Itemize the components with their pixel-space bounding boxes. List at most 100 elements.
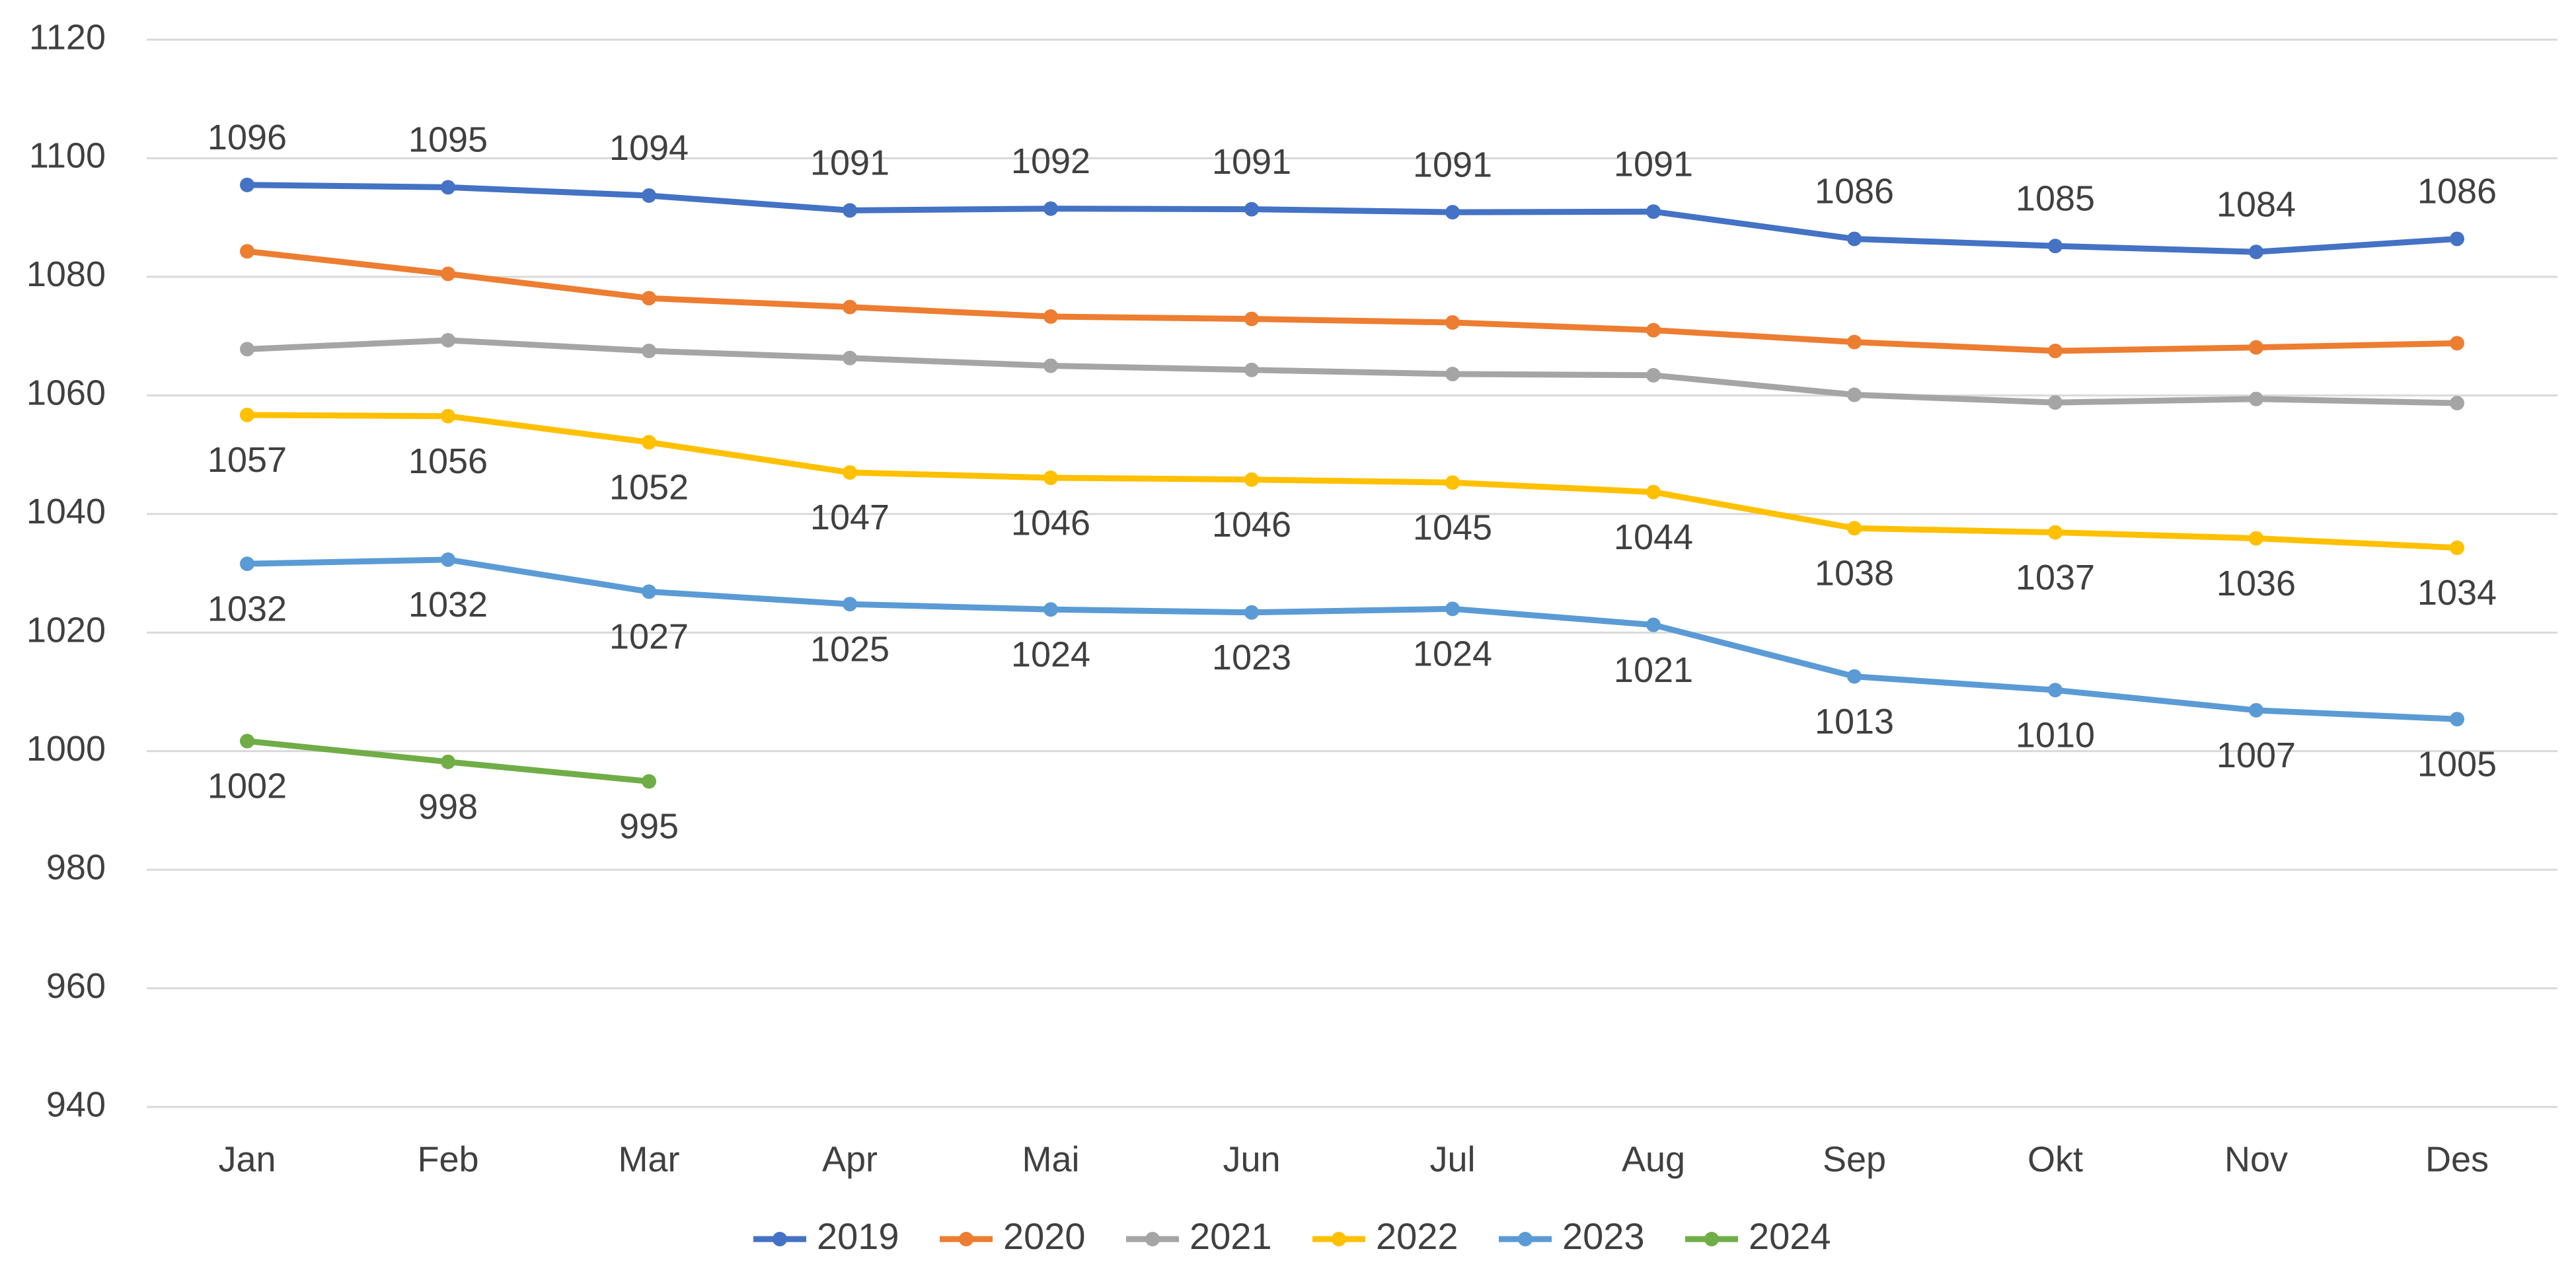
- data-point-2024: [240, 734, 254, 749]
- data-label-2024: 1002: [208, 767, 287, 806]
- data-point-2022: [1445, 475, 1460, 490]
- data-point-2022: [1646, 484, 1661, 500]
- data-point-2021: [2249, 391, 2263, 406]
- data-point-2021: [1847, 387, 1862, 402]
- data-point-2021: [642, 344, 656, 359]
- legend-swatch-marker: [1145, 1232, 1160, 1246]
- data-point-2023: [240, 556, 254, 572]
- data-label-2023: 1021: [1614, 650, 1693, 690]
- y-tick-label: 980: [46, 847, 106, 887]
- data-point-2023: [1646, 617, 1661, 632]
- data-point-2021: [1043, 358, 1058, 373]
- data-point-2019: [2048, 239, 2063, 254]
- data-point-2020: [441, 266, 455, 282]
- data-label-2023: 1023: [1212, 638, 1291, 677]
- data-point-2019: [240, 177, 254, 192]
- data-point-2023: [1847, 669, 1862, 684]
- data-point-2021: [1445, 367, 1460, 382]
- data-label-2023: 1010: [2016, 716, 2095, 755]
- data-label-2019: 1084: [2216, 184, 2296, 224]
- data-label-2022: 1046: [1212, 505, 1291, 545]
- data-labels: 1096 1095 1094 1091 1092 1091 1091 1091 1086 1085…: [208, 118, 2497, 847]
- series-2024: [240, 734, 656, 789]
- data-label-2019: 1094: [609, 128, 689, 168]
- data-label-2022: 1044: [1614, 517, 1693, 557]
- data-point-2020: [1244, 311, 1259, 326]
- data-point-2023: [2249, 702, 2263, 718]
- legend-label: 2019: [817, 1215, 899, 1257]
- y-tick-label: 1080: [26, 254, 106, 294]
- data-point-2022: [642, 435, 656, 450]
- data-label-2022: 1052: [609, 467, 689, 507]
- data-label-2019: 1085: [2016, 178, 2095, 218]
- data-point-2022: [240, 407, 254, 422]
- data-point-2019: [1847, 231, 1862, 246]
- data-point-2023: [2048, 683, 2063, 698]
- data-point-2024: [642, 774, 656, 789]
- data-point-2019: [2450, 231, 2464, 246]
- series-lines: [240, 177, 2464, 789]
- data-label-2023: 1027: [609, 617, 689, 657]
- y-tick-label: 1060: [26, 373, 106, 413]
- data-point-2021: [240, 342, 254, 357]
- legend-item-2024[interactable]: 2024: [1685, 1215, 1831, 1257]
- series-2021: [240, 332, 2464, 410]
- x-tick-label: Sep: [1823, 1139, 1886, 1179]
- legend-label: 2024: [1749, 1215, 1831, 1257]
- legend-item-2022[interactable]: 2022: [1312, 1215, 1458, 1257]
- data-label-2019: 1091: [1614, 144, 1693, 184]
- x-tick-label: Mai: [1022, 1139, 1079, 1179]
- series-2022: [240, 407, 2464, 555]
- data-label-2023: 1032: [408, 585, 488, 625]
- series-line-2020: [246, 248, 2458, 354]
- data-point-2023: [441, 552, 455, 567]
- legend-label: 2021: [1190, 1215, 1272, 1257]
- data-point-2020: [843, 299, 857, 315]
- data-point-2021: [1646, 367, 1661, 383]
- data-point-2019: [2249, 245, 2263, 260]
- y-tick-label: 1100: [29, 136, 106, 176]
- data-point-2019: [441, 180, 455, 195]
- y-tick-label: 1020: [26, 610, 106, 650]
- legend-item-2020[interactable]: 2020: [940, 1215, 1086, 1257]
- data-label-2022: 1036: [2216, 564, 2296, 603]
- data-point-2022: [1244, 472, 1259, 487]
- data-point-2023: [2450, 712, 2464, 727]
- series-2020: [240, 244, 2464, 359]
- data-label-2019: 1086: [2417, 172, 2497, 211]
- x-tick-label: Aug: [1622, 1139, 1685, 1179]
- series-line-2021: [246, 337, 2458, 406]
- data-label-2022: 1047: [810, 498, 890, 537]
- data-label-2022: 1038: [1815, 554, 1894, 593]
- data-point-2020: [2450, 336, 2464, 351]
- data-label-2019: 1092: [1011, 141, 1090, 181]
- y-tick-label: 960: [46, 966, 106, 1006]
- legend-item-2021[interactable]: 2021: [1126, 1215, 1272, 1257]
- data-point-2020: [1847, 334, 1862, 350]
- data-label-2019: 1091: [810, 143, 890, 183]
- x-tick-label: Jan: [218, 1139, 276, 1179]
- data-label-2022: 1045: [1413, 508, 1492, 547]
- data-point-2019: [642, 188, 656, 203]
- data-point-2023: [642, 584, 656, 599]
- data-point-2022: [1847, 521, 1862, 536]
- data-label-2019: 1091: [1212, 142, 1291, 182]
- data-point-2021: [843, 350, 857, 365]
- data-label-2023: 1024: [1413, 634, 1492, 674]
- data-label-2023: 1007: [2216, 736, 2296, 775]
- data-label-2024: 995: [619, 807, 679, 847]
- data-point-2021: [2048, 395, 2063, 410]
- legend-item-2023[interactable]: 2023: [1499, 1215, 1645, 1257]
- series-line-2023: [246, 556, 2458, 722]
- legend-item-2019[interactable]: 2019: [753, 1215, 899, 1257]
- data-label-2023: 1005: [2417, 744, 2497, 784]
- data-point-2022: [843, 465, 857, 480]
- data-point-2022: [1043, 471, 1058, 486]
- y-tick-label: 940: [46, 1084, 106, 1124]
- series-line-2019: [246, 182, 2458, 255]
- data-point-2019: [1244, 202, 1259, 217]
- data-point-2023: [1043, 602, 1058, 617]
- data-point-2020: [642, 291, 656, 306]
- data-point-2021: [2450, 395, 2464, 410]
